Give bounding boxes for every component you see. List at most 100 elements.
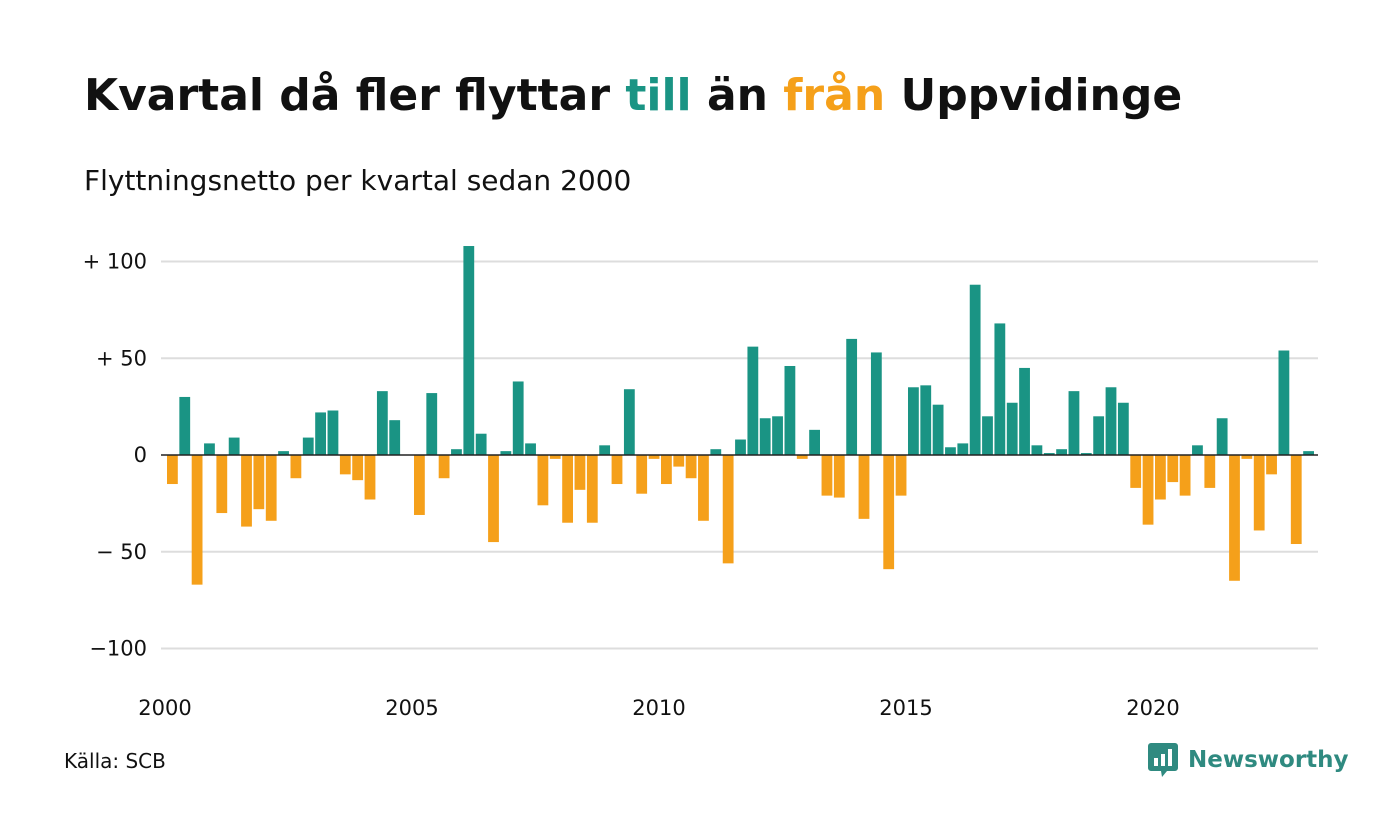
bar xyxy=(1019,367,1030,456)
bar xyxy=(1043,453,1055,455)
bar xyxy=(451,449,462,455)
brand-logo: Newsworthy xyxy=(1148,743,1349,777)
bar xyxy=(488,455,499,543)
bar xyxy=(278,451,289,455)
bar xyxy=(586,455,598,523)
bar xyxy=(846,338,858,455)
bar xyxy=(747,346,759,455)
bar xyxy=(698,455,709,521)
bar xyxy=(339,455,351,475)
bar xyxy=(1303,451,1314,455)
bar xyxy=(1130,455,1142,488)
bar xyxy=(1204,455,1216,488)
title-fran: från xyxy=(783,70,886,121)
bar xyxy=(1179,455,1191,496)
y-tick-label: + 50 xyxy=(96,346,147,370)
brand-name: Newsworthy xyxy=(1188,747,1349,773)
bar xyxy=(895,455,907,496)
bar xyxy=(833,455,845,498)
bar xyxy=(204,443,215,455)
bar xyxy=(982,416,993,455)
bar xyxy=(376,391,388,455)
bar xyxy=(1290,455,1302,545)
bar xyxy=(216,455,228,514)
chart-title: Kvartal då fler flyttar till än från Upp… xyxy=(84,70,1182,121)
bar xyxy=(796,455,808,459)
bar xyxy=(759,418,771,456)
y-tick-label: −100 xyxy=(89,637,147,661)
y-axis-tick-labels: + 100 + 50 0 − 50 −100 xyxy=(83,250,147,661)
bar xyxy=(685,455,697,479)
bar xyxy=(908,387,919,455)
bar xyxy=(1229,455,1240,581)
bar xyxy=(426,393,438,455)
bar xyxy=(1093,416,1105,455)
title-till: till xyxy=(625,70,692,121)
source-note: Källa: SCB xyxy=(64,749,166,773)
bar xyxy=(994,323,1006,455)
bar xyxy=(1253,455,1265,531)
bar xyxy=(772,416,783,455)
bar xyxy=(611,455,623,485)
bar xyxy=(475,433,487,455)
bar xyxy=(821,455,833,496)
bar xyxy=(265,455,277,521)
bar xyxy=(648,455,660,459)
newsworthy-logo-icon xyxy=(1148,743,1178,777)
bar xyxy=(809,429,820,456)
bar xyxy=(722,455,734,564)
bar xyxy=(858,455,870,519)
title-part-5: Uppvidinge xyxy=(885,70,1183,121)
x-tick-label: 2010 xyxy=(632,696,685,720)
bar xyxy=(1241,455,1253,459)
bar xyxy=(599,445,611,455)
bar xyxy=(920,385,932,455)
bar xyxy=(1031,445,1043,455)
bar xyxy=(1006,402,1018,455)
title-part-3: än xyxy=(691,70,784,121)
bar xyxy=(512,381,524,455)
bar xyxy=(623,389,635,455)
bar xyxy=(1105,387,1117,455)
bar xyxy=(525,443,536,455)
bar xyxy=(562,455,573,523)
bar xyxy=(735,439,746,455)
bar xyxy=(389,420,401,455)
bar xyxy=(870,352,882,455)
bar xyxy=(1142,455,1154,525)
bar xyxy=(945,447,956,455)
bar xyxy=(315,412,326,455)
bar xyxy=(1068,391,1080,455)
bar xyxy=(302,437,314,455)
bar xyxy=(710,449,722,455)
bar xyxy=(228,437,240,455)
bar xyxy=(883,455,895,570)
bar xyxy=(1080,453,1092,455)
y-tick-label: − 50 xyxy=(96,540,147,564)
bar xyxy=(241,455,252,527)
bar xyxy=(1056,449,1067,455)
bar xyxy=(1266,455,1277,475)
bar xyxy=(932,404,944,455)
bar xyxy=(1155,455,1166,500)
grid-lines xyxy=(161,260,1318,650)
x-tick-label: 2020 xyxy=(1126,696,1179,720)
bar-chart: + 100 + 50 0 − 50 −100 2000 2005 2010 2015 2020 xyxy=(83,246,1318,720)
title-part-1: Kvartal då fler flyttar xyxy=(84,70,626,121)
bar xyxy=(1278,350,1290,455)
bar xyxy=(327,410,339,456)
bar xyxy=(438,455,450,479)
bar xyxy=(500,451,512,455)
chart-subtitle: Flyttningsnetto per kvartal sedan 2000 xyxy=(84,164,632,197)
bar xyxy=(1192,445,1203,455)
bar xyxy=(574,455,586,490)
bar xyxy=(179,396,191,455)
bar xyxy=(414,455,425,515)
bar xyxy=(661,455,672,485)
bar xyxy=(537,455,549,506)
bar xyxy=(969,284,981,455)
bars xyxy=(167,246,1314,585)
x-tick-label: 2015 xyxy=(879,696,932,720)
bar xyxy=(1117,402,1129,455)
bar xyxy=(352,455,364,481)
